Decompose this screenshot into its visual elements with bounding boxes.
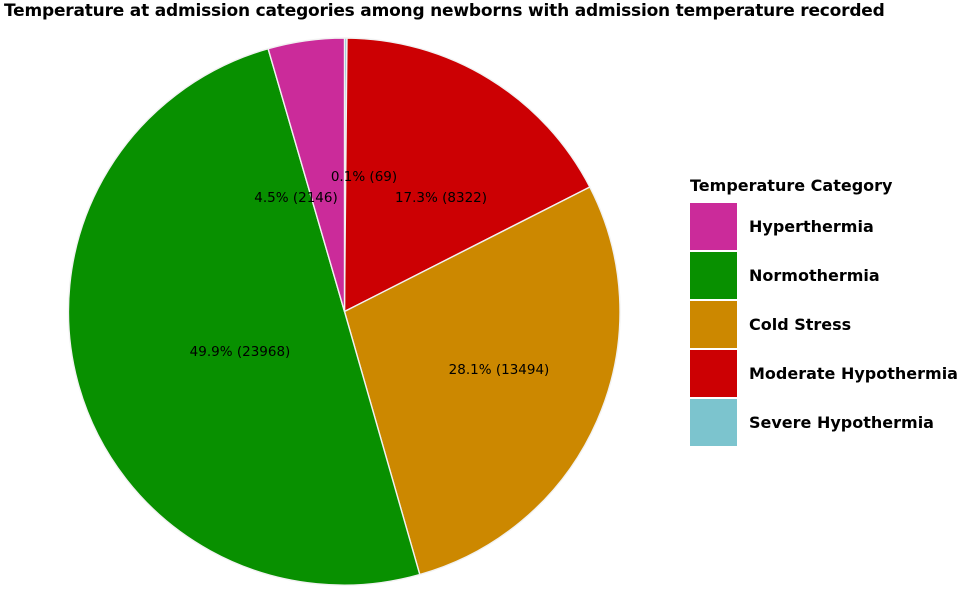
legend-swatch-cold-stress: [690, 301, 737, 348]
legend-title: Temperature Category: [690, 176, 893, 195]
legend-swatch-moderate-hypothermia: [690, 350, 737, 397]
pie-slice-normothermia: [67, 47, 421, 586]
pie-slice-hyperthermia: [267, 37, 346, 312]
legend-swatch-hyperthermia: [690, 203, 737, 250]
legend-label: Normothermia: [749, 266, 880, 285]
pie-slice-moderate-hypothermia: [343, 37, 591, 313]
legend-label: Severe Hypothermia: [749, 413, 934, 432]
legend-swatch-severe-hypothermia: [690, 399, 737, 446]
legend-item-moderate-hypothermia: Moderate Hypothermia: [690, 350, 958, 397]
pie-slice-label-moderate-hypothermia: 17.3% (8322): [394, 190, 488, 206]
pie-slice-label-hyperthermia: 4.5% (2146): [254, 190, 338, 206]
legend-item-cold-stress: Cold Stress: [690, 301, 958, 348]
pie-slice-cold-stress: [343, 186, 621, 576]
pie-slice-label-cold-stress: 28.1% (13494): [448, 362, 550, 378]
chart-title: Temperature at admission categories amon…: [4, 1, 885, 21]
legend-label: Cold Stress: [749, 315, 852, 334]
legend-swatch-normothermia: [690, 252, 737, 299]
legend-label: Moderate Hypothermia: [749, 364, 958, 383]
legend: Temperature Category Hyperthermia Normot…: [690, 176, 958, 448]
legend-item-normothermia: Normothermia: [690, 252, 958, 299]
pie-slice-label-normothermia: 49.9% (23968): [189, 344, 291, 360]
legend-item-severe-hypothermia: Severe Hypothermia: [690, 399, 958, 446]
legend-item-hyperthermia: Hyperthermia: [690, 203, 958, 250]
pie-slice-label-severe-hypothermia: 0.1% (69): [330, 169, 398, 185]
legend-label: Hyperthermia: [749, 217, 874, 236]
